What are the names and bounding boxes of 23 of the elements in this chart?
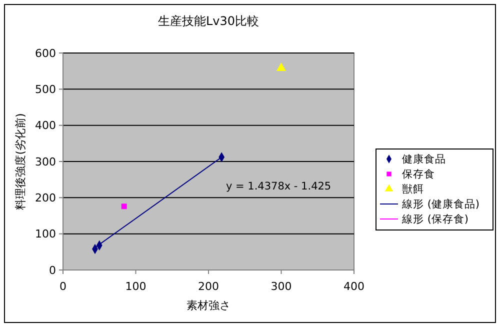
- annotation: y = 1.4378x - 1.425: [226, 180, 332, 193]
- x-tick-label: 300: [270, 280, 292, 293]
- y-tick-label: 200: [35, 192, 56, 205]
- y-tick-label: 600: [35, 46, 56, 60]
- x-tick-label: 100: [125, 280, 146, 293]
- point: [276, 62, 286, 71]
- legend-label: 線形 (保存食): [401, 214, 469, 226]
- point: [121, 204, 127, 210]
- legend-label: 獣餌: [402, 182, 424, 196]
- x-tick-label: 0: [60, 280, 66, 293]
- y-tick-label: 400: [35, 119, 56, 132]
- y-tick-label: 100: [35, 228, 56, 241]
- x-tick-label: 400: [344, 280, 364, 293]
- y-tick-label: 0: [49, 264, 56, 277]
- legend-label: 健康食品: [402, 152, 446, 166]
- y-tick-label: 300: [35, 155, 56, 168]
- x-axis-title: 素材強さ: [186, 299, 230, 312]
- chart-title: 生産技能Lv30比較: [158, 14, 260, 28]
- legend-label: 線形 (健康食品): [401, 198, 480, 211]
- y-axis-title: 料理後強度(劣化前): [14, 113, 27, 210]
- x-tick-label: 200: [198, 280, 219, 293]
- y-tick-label: 500: [35, 83, 56, 96]
- legend-label: 保存食: [402, 168, 435, 181]
